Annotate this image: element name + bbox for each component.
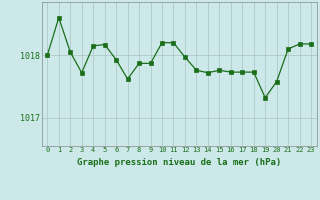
X-axis label: Graphe pression niveau de la mer (hPa): Graphe pression niveau de la mer (hPa)	[77, 158, 281, 167]
